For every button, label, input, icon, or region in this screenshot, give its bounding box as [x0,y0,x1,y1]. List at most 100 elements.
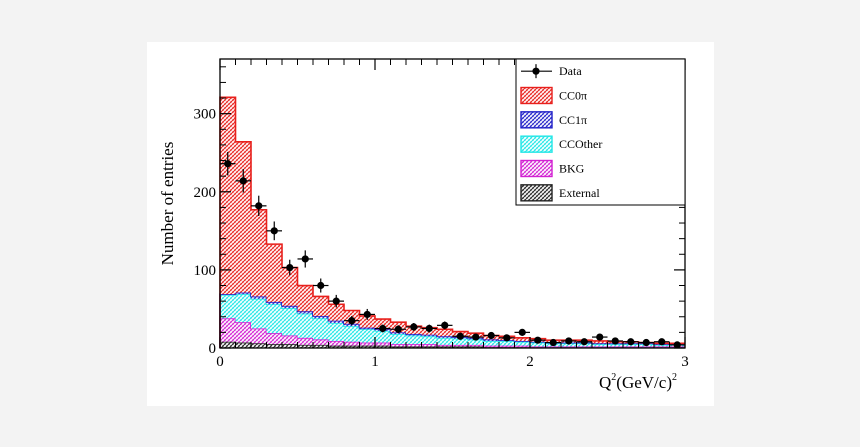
histogram-bar [251,343,267,348]
histogram-bar [359,315,375,328]
data-point [638,338,654,347]
data-point [561,337,577,345]
legend-label: CC1π [559,113,587,127]
histogram-bar [282,267,298,306]
histogram-bar [514,341,530,346]
histogram-bar [282,308,298,336]
histogram-bar [328,340,344,346]
histogram-bar [359,342,375,346]
histogram-bar [220,97,236,295]
histogram-bar [313,339,329,345]
stacked-histogram-chart: 0 100 200 300 0 1 2 3 Number of entries Q2(GeV… [158,58,689,392]
histogram-bar [468,339,484,345]
histogram-bar [359,345,375,348]
histogram-bar [344,341,360,346]
histogram-bar [282,305,298,309]
data-point [328,294,344,308]
histogram-bar [251,298,267,329]
histogram-bar [313,344,329,348]
histogram-bar [251,296,267,299]
y-tick-label: 300 [194,107,217,123]
histogram-bar [328,345,344,348]
data-point [251,195,267,216]
histogram-bar [313,315,329,319]
histogram-bar [421,336,437,345]
data-point [406,323,422,331]
legend: Data CC0π CC1π CCOther BKG External [515,58,686,206]
legend-label: CCOther [559,137,602,151]
y-tick-label: 200 [194,185,217,201]
data-point [669,341,685,349]
legend-label: External [559,186,600,200]
histogram-bar [266,344,282,348]
data-point [514,328,530,336]
histogram-bar [282,344,298,348]
data-point [313,278,329,293]
histogram-bar [251,328,267,344]
y-tick-label: 100 [194,263,217,279]
y-axis-label: Number of entries [158,142,177,266]
data-point [266,221,282,241]
histogram-bar [592,344,608,347]
histogram-bar [313,318,329,340]
data-point [607,337,623,345]
legend-entry: BKG [520,159,585,178]
histogram-bar [344,345,360,348]
histogram-bar [437,337,453,345]
legend-label: BKG [559,162,585,176]
histogram-bar [390,333,406,345]
data-point [297,250,313,268]
data-point [421,324,437,333]
histogram-bar [514,337,530,341]
legend-label: CC0π [559,89,587,103]
histogram-bar [297,337,313,345]
histogram-bar [266,301,282,305]
data-point [344,315,360,326]
x-tick-label: 0 [216,354,224,370]
data-point [592,333,608,341]
data-point [545,338,561,347]
histogram-bar [452,338,468,345]
histogram-bar [421,344,437,347]
y-axis: 0 100 200 300 [194,66,685,357]
histogram-bar [328,320,344,324]
data-point [282,259,298,276]
data-point [220,151,236,176]
histogram-bar [561,343,577,347]
data-point [452,332,468,340]
histogram-bar [499,340,515,346]
histogram-bar [437,329,453,337]
histogram-bar [328,323,344,341]
histogram-bar [375,342,391,346]
histogram-bar [297,285,313,312]
histogram-bar [220,294,236,319]
legend-entry: CC0π [520,86,587,105]
chart-panel: 0 100 200 300 0 1 2 3 Number of entries Q2(GeV… [147,42,714,406]
histogram-bar [235,141,251,293]
legend-label: Data [559,64,582,78]
histogram-bar [282,335,298,345]
histogram-bar [406,335,422,345]
data-points [220,151,685,349]
y-tick-label: 0 [209,341,217,357]
histogram-bar [251,209,267,297]
histogram-bar [359,329,375,343]
x-tick-label: 3 [681,354,689,370]
histogram-bar [328,304,344,321]
data-point [468,333,484,341]
data-point [437,321,453,330]
x-axis-label: Q2(GeV/c)2 [599,372,677,392]
data-point [390,325,406,334]
histogram-bar [297,313,313,338]
histogram-bar [297,311,313,314]
legend-box [515,58,686,206]
histogram-bar [266,304,282,334]
histogram-bar [266,244,282,302]
histogram-bar [375,330,391,343]
histogram-bar [220,341,236,348]
data-point [654,338,670,346]
histogram-bar [313,296,329,316]
histogram-bar [235,322,251,343]
legend-entry: External [520,184,600,202]
data-point [623,338,639,346]
